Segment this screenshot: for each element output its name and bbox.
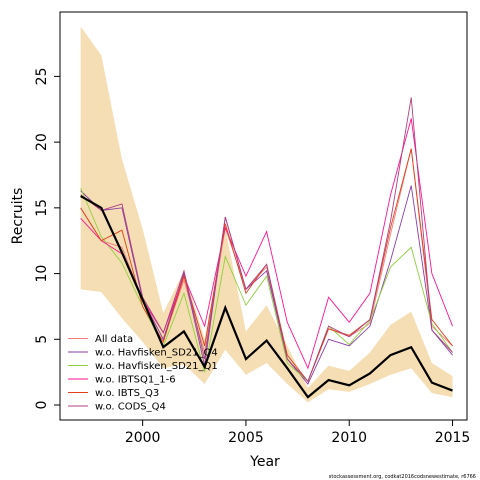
x-tick-label: 2000 bbox=[125, 430, 161, 446]
x-tick-label: 2010 bbox=[331, 430, 367, 446]
y-tick-label: 15 bbox=[34, 199, 50, 217]
x-tick-label: 2005 bbox=[228, 430, 264, 446]
y-tick-label: 10 bbox=[34, 265, 50, 283]
legend-label: w.o. Havfisken_SD21_Q1 bbox=[95, 361, 218, 372]
legend-label: All data bbox=[95, 334, 133, 345]
series-line bbox=[80, 195, 453, 399]
legend-label: w.o. IBTSQ1_1-6 bbox=[95, 375, 176, 386]
legend-label: w.o. CODS_Q4 bbox=[95, 402, 166, 413]
y-tick-label: 5 bbox=[34, 335, 50, 344]
plot-frame bbox=[59, 11, 468, 421]
x-axis-label: Year bbox=[249, 454, 280, 470]
x-tick-label: 2015 bbox=[435, 430, 471, 446]
legend-label: w.o. Havfisken_SD21_Q4 bbox=[95, 348, 218, 359]
y-tick-label: 25 bbox=[34, 67, 50, 85]
footnote: stockassessment.org, codkat2016codsnewes… bbox=[329, 474, 476, 480]
confidence-band bbox=[80, 26, 453, 403]
y-tick-label: 20 bbox=[34, 133, 50, 151]
y-tick-label: 0 bbox=[34, 401, 50, 410]
y-axis-label: Recruits bbox=[10, 188, 26, 245]
legend-label: w.o. IBTS_Q3 bbox=[95, 388, 159, 399]
